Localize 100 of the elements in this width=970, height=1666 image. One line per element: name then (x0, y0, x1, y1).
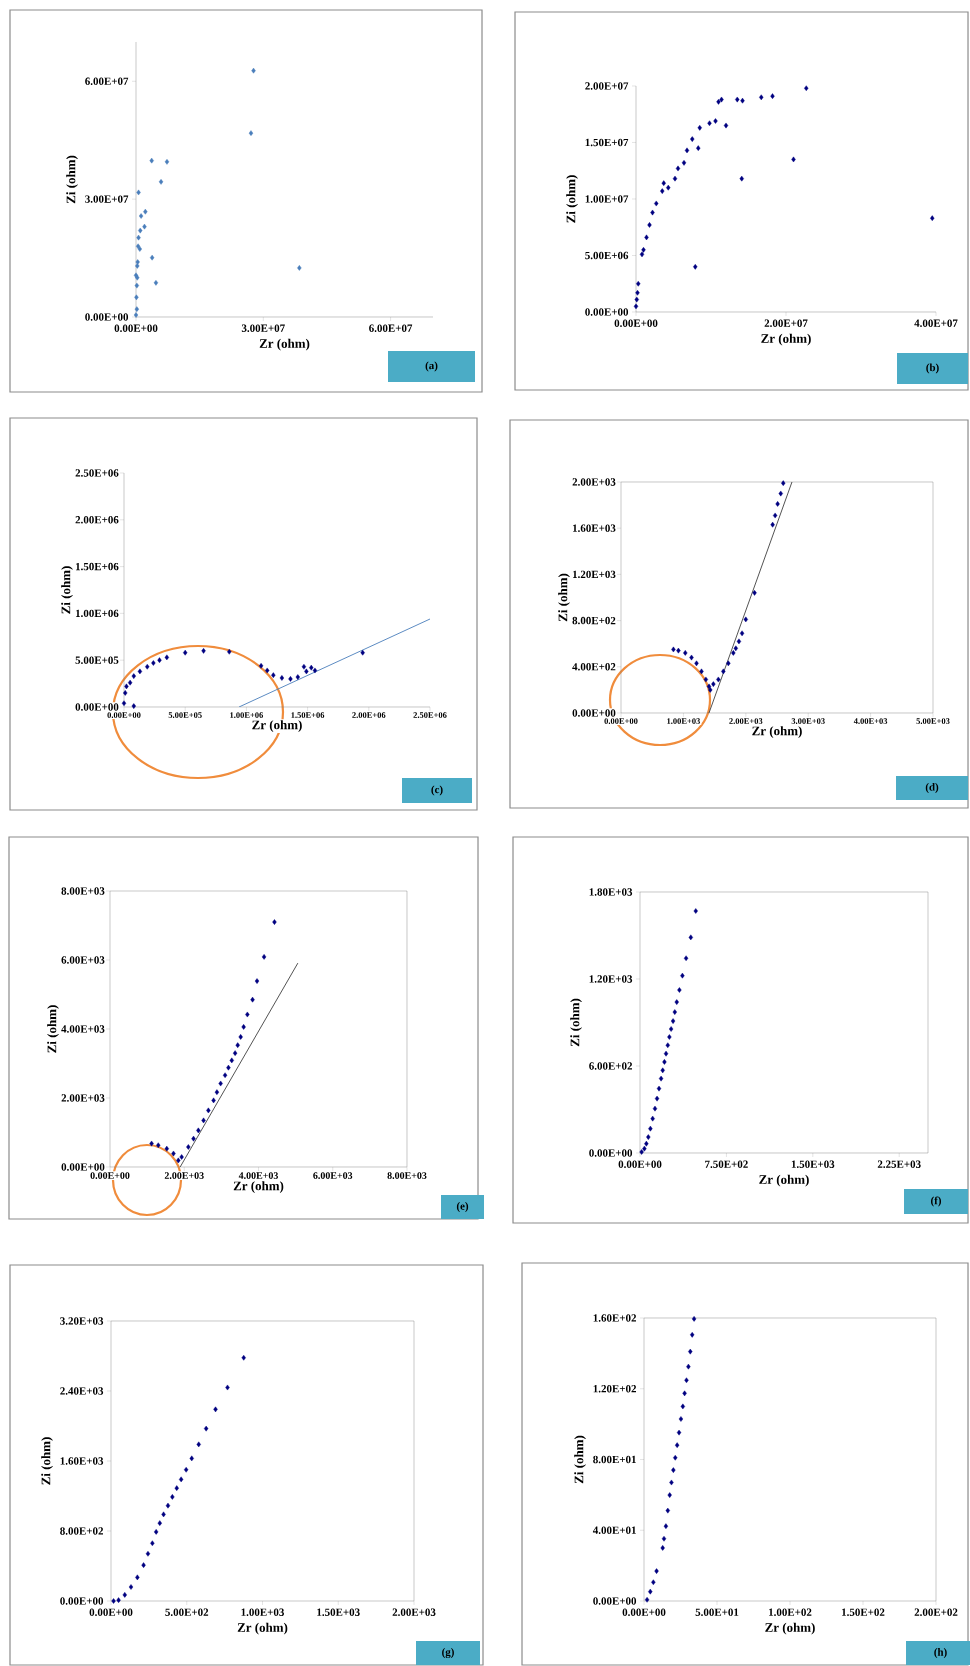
point (719, 96, 724, 103)
y-tick-label: 6.00E+03 (61, 956, 105, 964)
point (671, 1467, 676, 1473)
point (151, 660, 156, 666)
y-axis-title: Zi (ohm) (66, 155, 78, 204)
point (694, 660, 699, 667)
text: (g) (442, 1648, 454, 1659)
point (143, 208, 148, 215)
point (111, 1598, 116, 1604)
x-tick-label: 4.00E+07 (914, 319, 958, 327)
text: (a) (425, 361, 438, 372)
y-axis-title: Zi (ohm) (558, 573, 570, 622)
point (164, 654, 169, 661)
x-tick-label: 0.00E+00 (622, 1608, 666, 1616)
point (639, 251, 645, 258)
point (660, 1545, 665, 1551)
x-tick-label: 2.00E+02 (914, 1608, 958, 1616)
point (716, 99, 721, 105)
point (683, 650, 688, 656)
text: (h) (934, 1648, 947, 1658)
point (201, 648, 206, 654)
point (136, 189, 141, 196)
y-tick-label: 1.80E+03 (589, 888, 633, 896)
point (670, 1018, 676, 1024)
x-tick-label: 4.00E+03 (238, 1172, 279, 1179)
point (179, 1154, 184, 1160)
point (138, 227, 143, 234)
y-tick-label: 3.00E+07 (85, 195, 129, 203)
point (684, 1377, 689, 1384)
point (131, 673, 136, 679)
point (778, 490, 783, 497)
point (770, 93, 775, 99)
point (708, 687, 713, 693)
point (791, 156, 796, 163)
x-tick-label: 6.00E+07 (369, 324, 413, 332)
point (665, 1507, 670, 1514)
point (189, 1455, 194, 1462)
x-tick-label: 1.50E+03 (317, 1608, 360, 1616)
point (696, 145, 701, 151)
point (154, 1529, 159, 1535)
point (711, 681, 716, 687)
point (635, 289, 640, 296)
point (251, 67, 256, 74)
y-tick-label: 0.00E+00 (85, 313, 129, 321)
x-tick-label: 7.50E+02 (705, 1160, 748, 1168)
point (662, 1059, 667, 1065)
point (930, 215, 935, 221)
x-tick-label: 1.00E+02 (769, 1608, 812, 1616)
point (170, 1494, 175, 1500)
point (723, 122, 729, 129)
x-tick-label: 0.00E+00 (107, 712, 141, 718)
point (721, 668, 726, 675)
point (134, 306, 139, 312)
point (135, 243, 141, 250)
point (633, 303, 639, 310)
point (707, 120, 712, 127)
point (650, 209, 655, 216)
point (651, 1579, 656, 1586)
point (726, 660, 731, 667)
x-tick-label: 1.00E+03 (667, 718, 700, 724)
point (804, 85, 809, 92)
y-tick-label: 0.00E+00 (60, 1597, 104, 1605)
point (688, 934, 693, 941)
x-tick-label: 4.00E+03 (853, 718, 888, 724)
x-axis-title: Zr (ohm) (237, 1622, 288, 1635)
point (641, 247, 646, 253)
point (184, 1466, 189, 1473)
x-tick-label: 2.00E+07 (764, 319, 808, 327)
x-tick-label: 2.00E+03 (729, 718, 763, 724)
point (196, 1441, 201, 1448)
y-tick-label: 0.00E+00 (593, 1597, 637, 1605)
point (136, 234, 141, 241)
point (693, 908, 698, 914)
point (667, 1034, 672, 1040)
point (171, 1150, 176, 1157)
point (149, 1140, 154, 1147)
point (743, 616, 748, 623)
point (145, 1550, 151, 1557)
y-tick-label: 4.00E+02 (572, 663, 616, 671)
x-tick-label: 2.50E+06 (413, 712, 447, 718)
x-tick-label: 1.00E+06 (230, 712, 264, 718)
y-tick-label: 2.50E+06 (75, 469, 119, 477)
point (261, 954, 267, 960)
point (676, 647, 681, 654)
y-tick-label: 6.00E+02 (589, 1062, 633, 1070)
y-tick-label: 3.20E+03 (60, 1317, 104, 1325)
point (134, 282, 139, 289)
point (150, 1540, 155, 1547)
point (680, 1403, 685, 1410)
point (124, 683, 129, 690)
point (775, 501, 780, 507)
x-axis-title: Zr (ohm) (233, 1181, 284, 1193)
point (706, 683, 712, 690)
point (654, 200, 659, 207)
point (122, 1592, 127, 1598)
point (164, 159, 170, 165)
point (668, 1026, 674, 1032)
point (644, 234, 649, 241)
x-tick-label: 5.00E+01 (695, 1608, 739, 1616)
point (663, 1523, 669, 1529)
